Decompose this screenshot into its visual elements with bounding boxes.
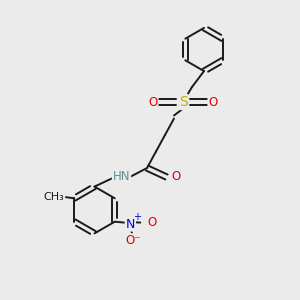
Text: O: O — [148, 95, 158, 109]
Text: O⁻: O⁻ — [125, 234, 140, 247]
Text: +: + — [133, 212, 141, 223]
Text: O: O — [147, 216, 156, 229]
Text: O: O — [53, 190, 62, 203]
Text: S: S — [178, 95, 188, 109]
Text: N: N — [126, 218, 135, 231]
Text: HN: HN — [113, 170, 130, 184]
Text: CH₃: CH₃ — [44, 192, 64, 202]
Text: O: O — [171, 170, 180, 184]
Text: O: O — [208, 95, 217, 109]
